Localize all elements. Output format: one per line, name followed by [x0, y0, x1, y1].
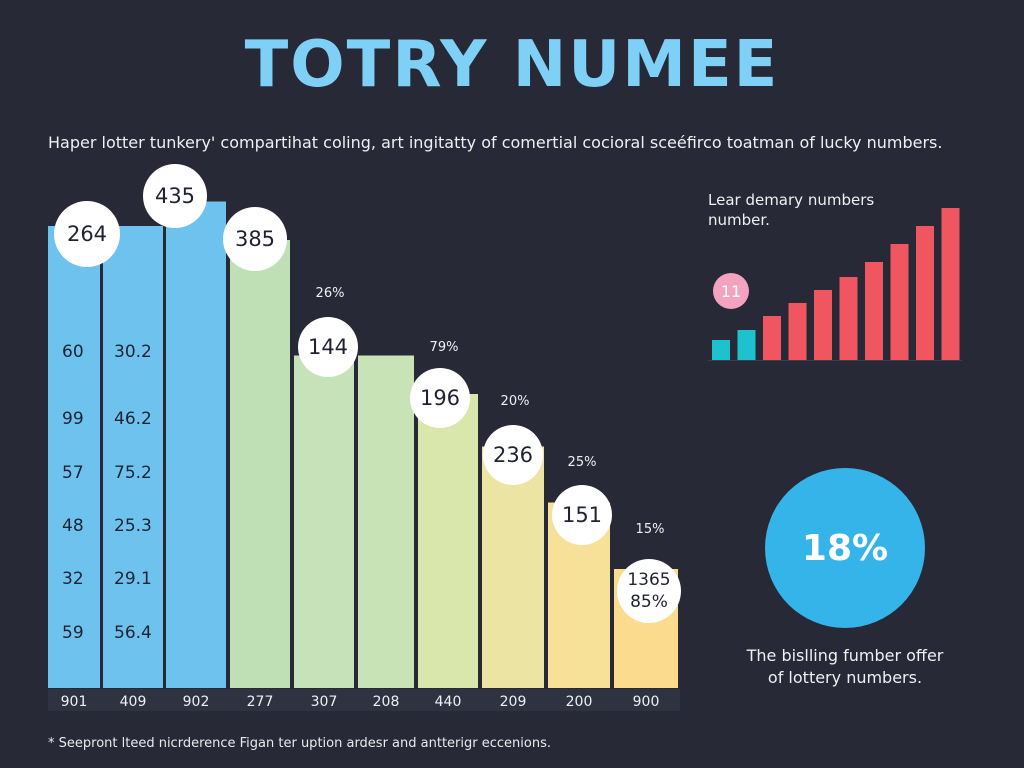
mini-bar-chart: 11	[708, 208, 962, 361]
value-bubble	[143, 164, 207, 228]
value-bubble-label: 435	[155, 184, 195, 208]
bar-409	[103, 226, 163, 688]
bar-307	[294, 355, 354, 688]
left-column-a-value: 32	[62, 569, 84, 589]
mini-bar	[788, 303, 807, 360]
mini-bar	[916, 226, 934, 360]
left-column-b-value: 30.2	[114, 342, 152, 362]
left-column-a-value: 57	[62, 463, 84, 483]
circle-caption: The bislling fumber offer of lottery num…	[746, 646, 944, 687]
bar-208	[358, 355, 414, 688]
value-bubble-label: 151	[562, 503, 602, 527]
mini-bar	[763, 316, 781, 360]
mini-bar	[737, 330, 756, 360]
category-label: 440	[435, 694, 462, 710]
value-bubble-label: 264	[67, 222, 107, 246]
left-column-b-value: 75.2	[114, 463, 152, 483]
value-bubble	[223, 207, 287, 271]
bar-277	[230, 240, 290, 688]
category-band	[48, 689, 680, 711]
page-title: TOTRY NUMEE	[244, 28, 780, 102]
bar-902	[166, 201, 226, 688]
bar-901	[48, 226, 100, 688]
bar-440	[418, 394, 478, 688]
category-label: 900	[633, 694, 660, 710]
bar-209	[482, 446, 544, 688]
category-label: 307	[311, 694, 338, 710]
percent-label: 79%	[430, 340, 459, 355]
mini-bar	[941, 208, 960, 360]
value-bubble-label: 236	[493, 443, 533, 467]
category-label: 901	[61, 694, 88, 710]
left-column-b-value: 56.4	[114, 623, 152, 643]
percent-circle: 18%	[765, 468, 925, 628]
percent-label: 20%	[501, 394, 530, 409]
mini-chart-title: Lear demary numbers number.	[708, 191, 875, 229]
value-bubble-label: 1365 85%	[627, 570, 670, 612]
category-label: 902	[183, 694, 210, 710]
mini-bar	[839, 277, 858, 360]
left-column-a-value: 59	[62, 623, 84, 643]
percent-label: 25%	[568, 455, 597, 470]
mini-bar	[865, 262, 883, 360]
value-bubble-label: 385	[235, 227, 275, 251]
mini-bar	[712, 340, 730, 360]
footnote: * Seepront lteed nicrderence Figan ter u…	[48, 736, 551, 751]
left-column-a-value: 99	[62, 409, 84, 429]
category-label: 208	[373, 694, 400, 710]
percent-label: 15%	[636, 522, 665, 537]
value-bubble	[617, 559, 681, 623]
left-column-a-value: 48	[62, 516, 84, 536]
left-column-b-value: 29.1	[114, 569, 152, 589]
subtitle: Haper lotter tunkery' compartihat coling…	[48, 133, 943, 152]
category-label: 200	[566, 694, 593, 710]
value-bubble	[54, 201, 120, 267]
category-label: 209	[500, 694, 527, 710]
mini-bar	[814, 290, 832, 360]
value-bubble	[483, 425, 543, 485]
mini-bar	[890, 244, 909, 360]
mini-marker	[713, 273, 749, 309]
percent-circle-value: 18%	[801, 527, 889, 569]
percent-label: 26%	[316, 286, 345, 301]
category-label: 277	[247, 694, 274, 710]
mini-marker-label: 11	[721, 282, 741, 301]
value-bubble	[298, 317, 358, 377]
left-column-a-value: 60	[62, 342, 84, 362]
value-bubble-label: 144	[308, 335, 348, 359]
value-bubble	[410, 368, 470, 428]
value-bubble-label: 196	[420, 386, 460, 410]
left-column-b-value: 46.2	[114, 409, 152, 429]
left-column-b-value: 25.3	[114, 516, 152, 536]
category-label: 409	[120, 694, 147, 710]
value-bubble	[552, 485, 612, 545]
